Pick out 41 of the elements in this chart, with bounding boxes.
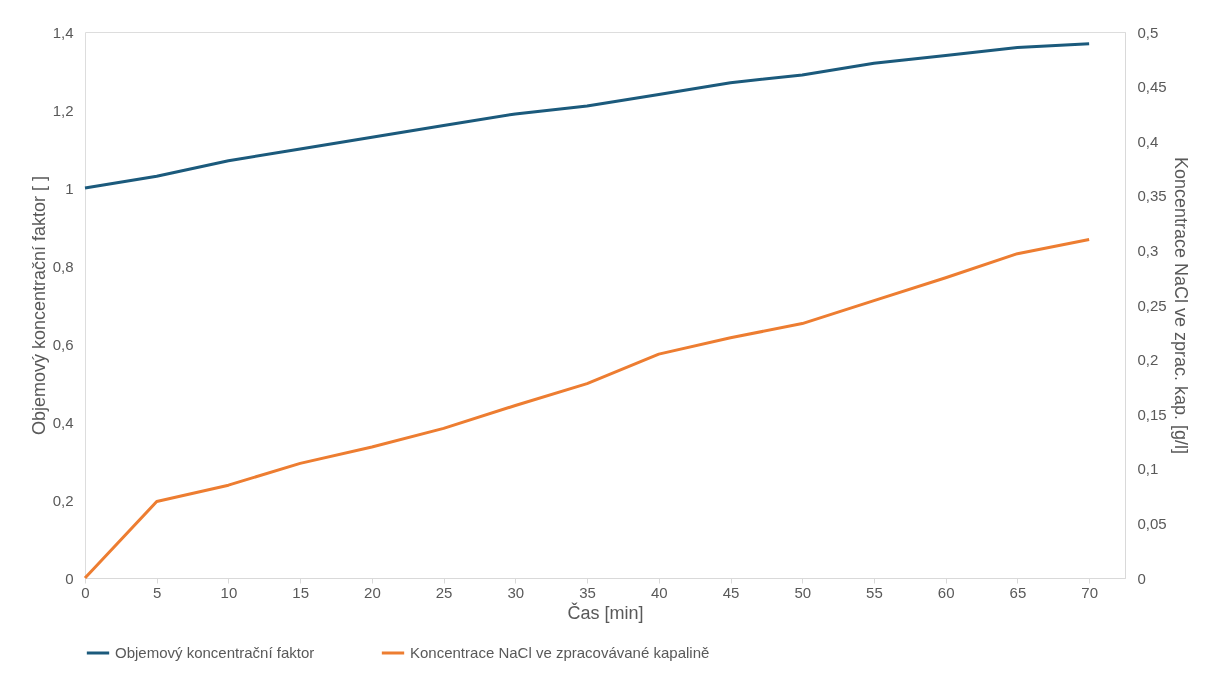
legend-label: Koncentrace NaCl ve zpracovávané kapalině — [410, 644, 710, 661]
x-tick-label: 25 — [435, 583, 453, 601]
y2-axis-title: Koncentrace NaCl ve zprac. kap. [g/l] — [1170, 156, 1191, 455]
x-axis-title: Čas [min] — [567, 601, 644, 623]
x-tick-label: 35 — [579, 583, 596, 601]
y2-tick-label: 0,5 — [1137, 23, 1159, 41]
x-tick-label: 55 — [866, 583, 883, 601]
legend-label: Objemový koncentrační faktor — [115, 644, 315, 661]
y2-tick-label: 0,35 — [1137, 187, 1167, 205]
y-tick-label: 0,2 — [52, 491, 74, 509]
y-tick-label: 1,4 — [52, 23, 74, 41]
x-tick-label: 10 — [220, 583, 238, 601]
y-tick-label: 0 — [65, 569, 74, 587]
line-series — [83, 42, 1091, 190]
x-tick-label: 5 — [153, 583, 162, 601]
y2-tick-label: 0,2 — [1137, 351, 1159, 369]
x-tick-label: 45 — [722, 583, 740, 601]
x-tick-label: 65 — [1009, 583, 1027, 601]
y2-tick-label: 0,25 — [1137, 296, 1167, 314]
y2-tick-label: 0,15 — [1137, 405, 1167, 423]
x-tick-label: 60 — [937, 583, 955, 601]
y2-tick-label: 0,05 — [1137, 514, 1167, 532]
y2-tick-label: 0,1 — [1137, 460, 1159, 478]
y2-tick-label: 0,3 — [1137, 241, 1159, 259]
y2-tick-label: 0 — [1137, 569, 1146, 587]
y-axis-title: Objemový koncentrační faktor [ ] — [28, 175, 49, 436]
x-tick-label: 70 — [1081, 583, 1098, 601]
line-series — [83, 237, 1091, 580]
x-tick-label: 40 — [650, 583, 668, 601]
x-tick-label: 30 — [507, 583, 525, 601]
x-tick-label: 15 — [292, 583, 310, 601]
y-tick-label: 0,4 — [52, 413, 74, 431]
y2-tick-label: 0,4 — [1137, 132, 1159, 150]
y2-tick-label: 0,45 — [1137, 78, 1167, 96]
y-tick-label: 0,8 — [52, 257, 74, 275]
y-tick-label: 0,6 — [52, 335, 74, 353]
x-tick-label: 0 — [81, 583, 90, 601]
y-tick-label: 1 — [65, 179, 74, 197]
x-tick-label: 20 — [364, 583, 381, 601]
y-tick-label: 1,2 — [52, 101, 74, 119]
x-tick-label: 50 — [794, 583, 812, 601]
